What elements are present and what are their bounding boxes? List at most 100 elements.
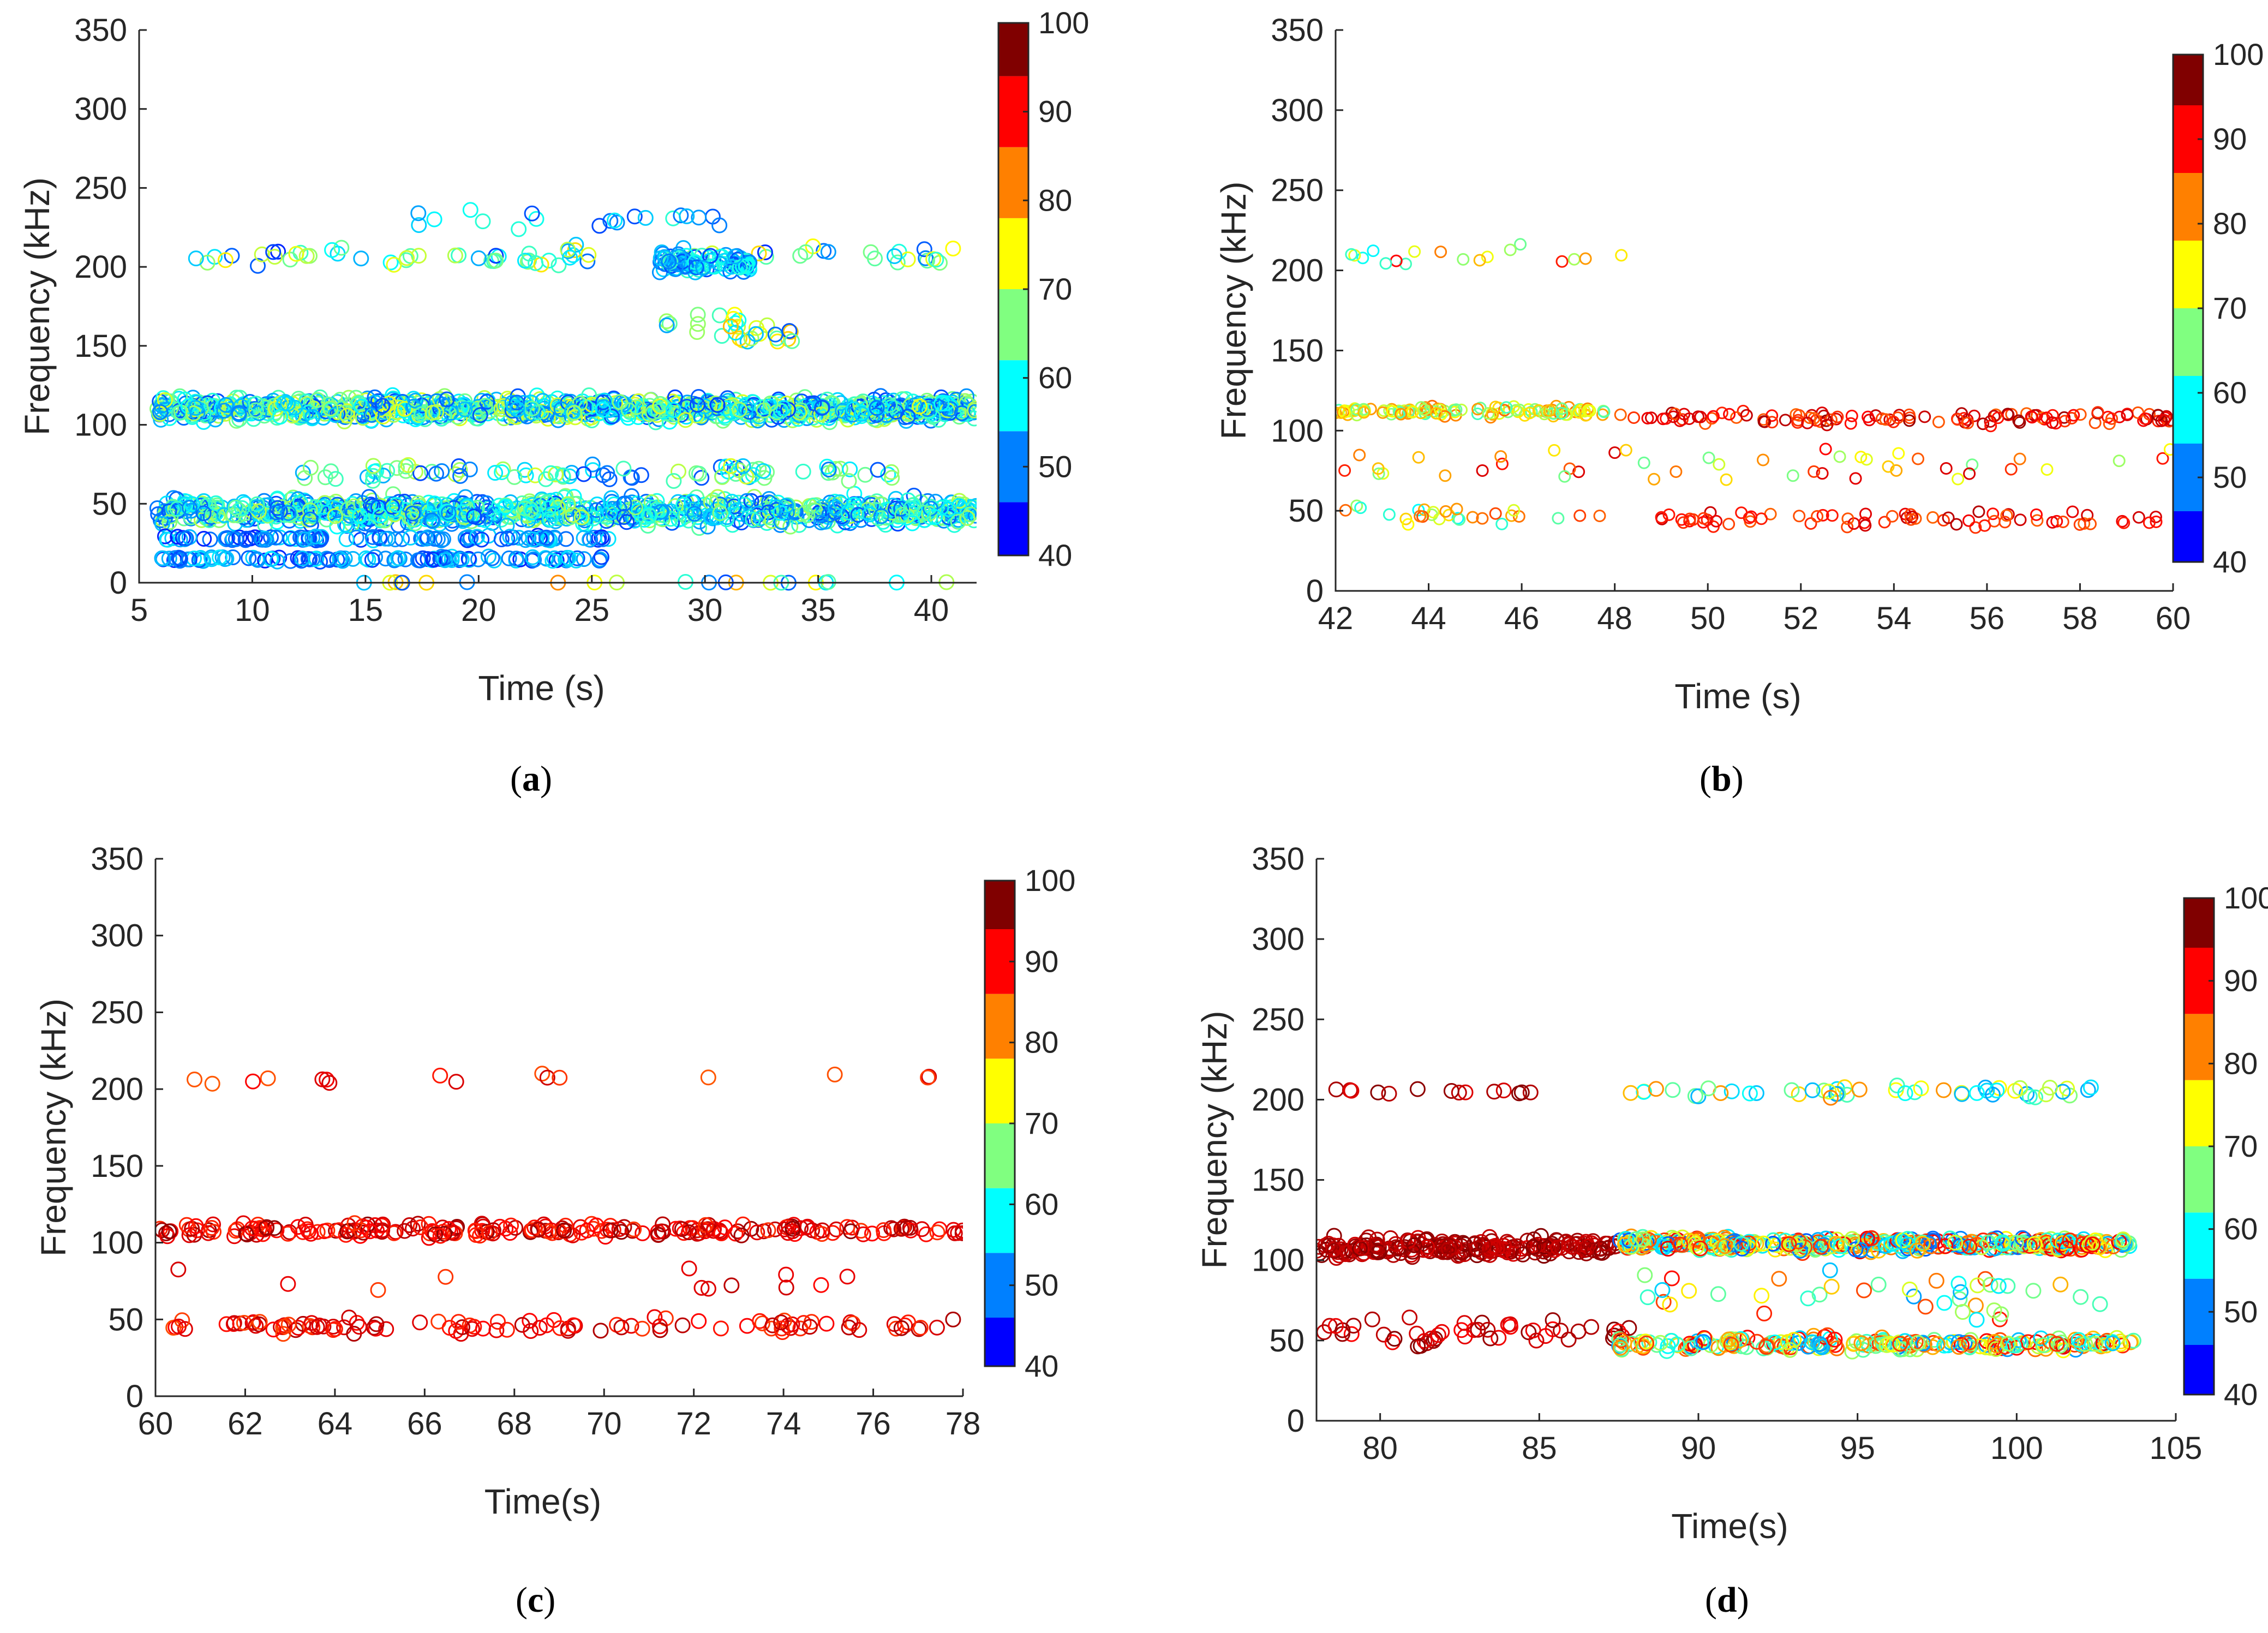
data-point <box>928 252 944 268</box>
y-tick-label: 200 <box>91 1072 143 1107</box>
data-point <box>754 399 770 415</box>
data-point <box>470 551 487 567</box>
data-point <box>661 253 677 270</box>
data-point <box>1816 1237 1832 1253</box>
data-point <box>1443 1083 1459 1099</box>
data-point <box>309 1224 326 1240</box>
data-point <box>457 401 473 417</box>
data-point <box>714 469 731 485</box>
data-point <box>745 511 761 528</box>
data-point <box>460 551 477 567</box>
data-point <box>2008 1235 2024 1251</box>
data-point <box>1476 512 1489 525</box>
data-point <box>1669 465 1683 478</box>
data-point <box>853 406 870 422</box>
x-tick-label: 46 <box>1504 601 1540 636</box>
data-point <box>311 1317 327 1333</box>
data-point <box>1886 510 1899 523</box>
data-point <box>1986 507 2000 521</box>
data-point <box>1505 1246 1522 1262</box>
data-point <box>784 333 800 349</box>
data-point <box>501 550 517 566</box>
chart-panel-d: 80 85 90 95 100 105050100150200250300350Time(… <box>1195 841 2268 1546</box>
data-point <box>620 402 637 418</box>
data-point <box>238 530 254 547</box>
data-point <box>804 1222 820 1239</box>
y-tick-label: 250 <box>1252 1002 1304 1037</box>
x-tick-label: 80 <box>1362 1431 1398 1466</box>
data-point <box>1356 252 1369 265</box>
data-point <box>675 497 692 513</box>
data-point <box>2046 416 2058 429</box>
data-point <box>1926 511 1940 524</box>
data-point <box>502 494 518 510</box>
data-point <box>2004 463 2018 476</box>
colorbar-segment <box>998 23 1028 76</box>
colorbar-tick-label: 60 <box>2213 375 2247 410</box>
data-point <box>946 1222 962 1238</box>
data-point <box>1514 238 1527 251</box>
data-point <box>1438 410 1451 423</box>
colorbar-tick-label: 90 <box>2213 122 2247 156</box>
data-point <box>773 1314 789 1331</box>
data-point <box>1513 1084 1530 1100</box>
data-point <box>2059 1080 2075 1097</box>
data-point <box>1692 410 1704 423</box>
data-point <box>549 397 566 414</box>
chart-panel-b: 42 44 46 48 50 52 54 56 58 6005010015020025030035… <box>1214 13 2264 716</box>
data-point <box>951 493 967 509</box>
data-point <box>560 242 576 258</box>
data-point <box>178 530 194 547</box>
data-point <box>2068 1342 2084 1358</box>
data-point <box>1457 1329 1473 1345</box>
data-point <box>1325 1241 1342 1258</box>
data-point <box>851 1322 867 1338</box>
y-tick-label: 150 <box>91 1149 143 1184</box>
data-point <box>1821 1084 1837 1100</box>
data-point <box>452 462 468 478</box>
data-point <box>1637 1267 1653 1283</box>
data-point <box>1450 503 1463 516</box>
data-point <box>1404 1243 1421 1260</box>
data-point <box>375 1216 391 1233</box>
data-point <box>1494 450 1507 463</box>
colorbar-tick-label: 70 <box>2213 291 2247 325</box>
data-point <box>628 399 644 415</box>
data-point <box>654 1223 670 1240</box>
data-point <box>510 401 525 417</box>
data-point <box>1372 462 1385 475</box>
data-point <box>1968 409 1980 422</box>
data-point <box>402 1217 417 1233</box>
data-point <box>493 531 510 547</box>
colorbar-tick-label: 50 <box>2213 460 2247 494</box>
data-point <box>627 499 643 516</box>
y-tick-label: 250 <box>1271 173 1324 208</box>
data-point <box>1560 1331 1577 1348</box>
data-point <box>1533 1228 1549 1244</box>
data-point <box>424 551 441 567</box>
data-point <box>529 404 546 421</box>
data-point <box>390 404 405 420</box>
data-point <box>902 1219 918 1236</box>
data-point <box>1430 1327 1446 1343</box>
data-point <box>322 400 339 417</box>
data-point <box>1412 504 1425 517</box>
data-point <box>579 1222 595 1239</box>
colorbar-segment <box>985 1318 1015 1366</box>
data-point <box>269 553 285 570</box>
colorbar-segment <box>998 502 1028 555</box>
data-point <box>427 531 443 547</box>
data-point <box>228 531 244 547</box>
data-point <box>490 1314 506 1330</box>
data-point <box>1853 1335 1870 1351</box>
data-point <box>280 1276 296 1292</box>
data-point <box>412 1314 428 1331</box>
data-point <box>584 456 601 472</box>
data-point <box>258 1220 274 1236</box>
data-point <box>690 307 706 323</box>
data-point <box>378 1321 394 1337</box>
data-point <box>637 210 654 226</box>
data-point <box>749 1224 765 1241</box>
data-point <box>576 551 592 567</box>
colorbar-segment <box>2173 55 2203 105</box>
